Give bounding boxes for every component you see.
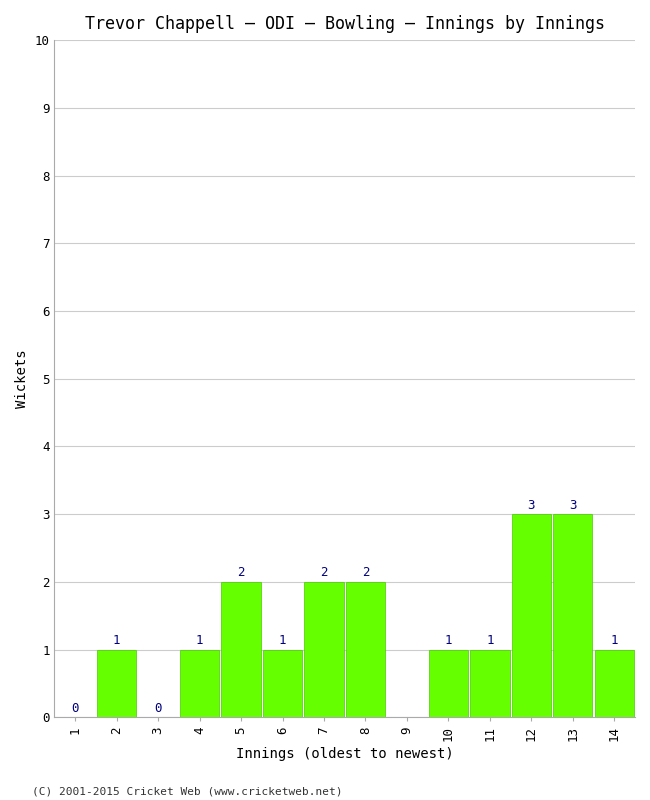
Bar — [97, 650, 136, 718]
Text: 2: 2 — [320, 566, 328, 579]
Text: (C) 2001-2015 Cricket Web (www.cricketweb.net): (C) 2001-2015 Cricket Web (www.cricketwe… — [32, 786, 343, 796]
Text: 1: 1 — [445, 634, 452, 647]
Text: 0: 0 — [154, 702, 162, 714]
Bar — [429, 650, 468, 718]
Text: 2: 2 — [361, 566, 369, 579]
Text: 2: 2 — [237, 566, 245, 579]
Y-axis label: Wickets: Wickets — [15, 350, 29, 408]
Bar — [595, 650, 634, 718]
Text: 1: 1 — [610, 634, 618, 647]
Text: 0: 0 — [72, 702, 79, 714]
Bar — [304, 582, 344, 718]
Text: 1: 1 — [113, 634, 120, 647]
Bar — [512, 514, 551, 718]
Bar — [180, 650, 219, 718]
Text: 1: 1 — [196, 634, 203, 647]
X-axis label: Innings (oldest to newest): Innings (oldest to newest) — [236, 747, 454, 761]
Text: 3: 3 — [569, 498, 577, 511]
Bar — [346, 582, 385, 718]
Bar — [222, 582, 261, 718]
Text: 3: 3 — [528, 498, 535, 511]
Text: 1: 1 — [486, 634, 493, 647]
Bar — [263, 650, 302, 718]
Bar — [553, 514, 593, 718]
Title: Trevor Chappell – ODI – Bowling – Innings by Innings: Trevor Chappell – ODI – Bowling – Inning… — [84, 15, 604, 33]
Text: 1: 1 — [279, 634, 286, 647]
Bar — [470, 650, 510, 718]
